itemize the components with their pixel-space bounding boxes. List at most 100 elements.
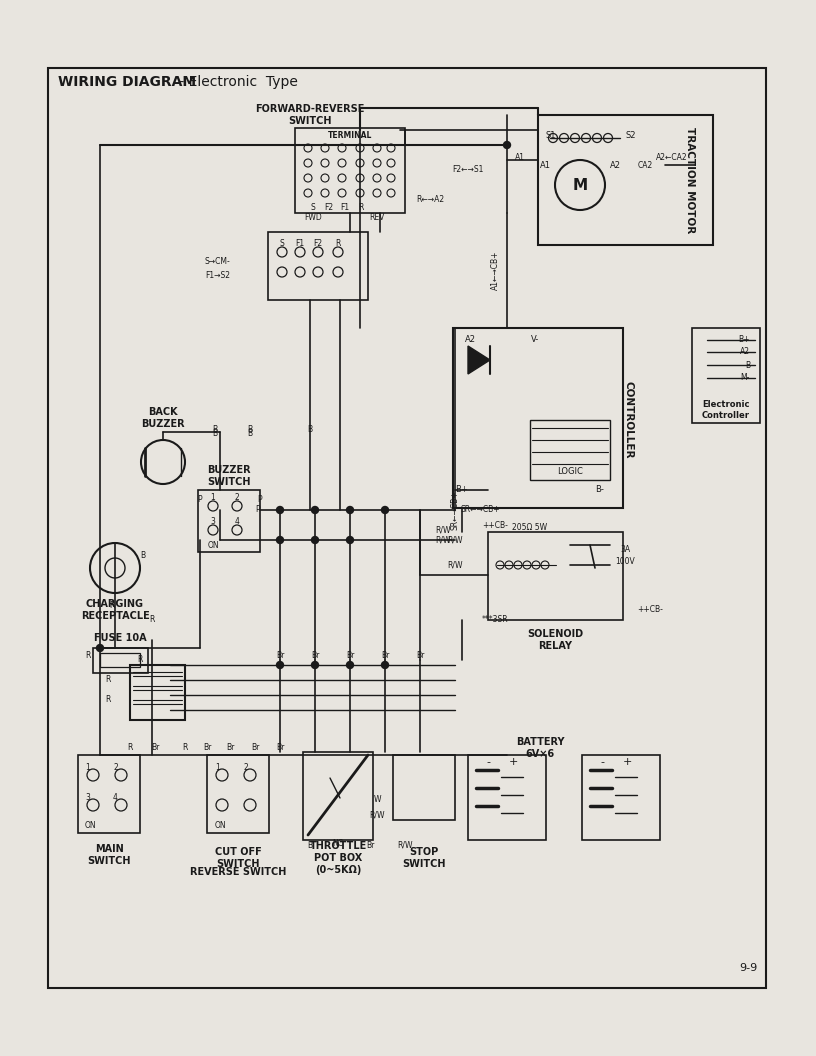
Text: F1: F1 — [340, 204, 349, 212]
Text: S1: S1 — [545, 131, 556, 139]
Text: R: R — [105, 696, 111, 704]
Text: 4: 4 — [113, 793, 118, 803]
Text: FORWARD-REVERSE
SWITCH: FORWARD-REVERSE SWITCH — [255, 105, 365, 126]
Text: R: R — [86, 650, 91, 660]
Bar — [268, 232, 368, 300]
Text: Electronic
Controller: Electronic Controller — [702, 400, 750, 419]
Bar — [48, 68, 766, 988]
Text: FWD: FWD — [304, 213, 322, 223]
Circle shape — [96, 644, 104, 652]
Text: S→CM-: S→CM- — [204, 258, 230, 266]
Text: F1: F1 — [295, 240, 304, 248]
Text: R: R — [182, 743, 188, 753]
Text: S2: S2 — [625, 131, 636, 139]
Bar — [488, 532, 623, 620]
Text: Br: Br — [381, 650, 389, 660]
Text: R/W: R/W — [435, 526, 450, 534]
Text: REVERSE SWITCH: REVERSE SWITCH — [190, 867, 286, 876]
Text: ++CB-: ++CB- — [637, 605, 663, 615]
Circle shape — [382, 507, 388, 513]
Bar — [295, 128, 405, 213]
Text: A2: A2 — [464, 336, 476, 344]
Bar — [393, 755, 455, 821]
Bar — [93, 648, 148, 673]
Text: TERMINAL: TERMINAL — [328, 132, 372, 140]
Text: 3A: 3A — [620, 546, 630, 554]
Text: REV: REV — [370, 213, 384, 223]
Circle shape — [312, 661, 318, 668]
Text: A2: A2 — [740, 347, 750, 357]
Text: SR←→CB+: SR←→CB+ — [450, 490, 459, 530]
Bar — [468, 755, 546, 840]
Text: B: B — [140, 550, 145, 560]
Text: Br: Br — [366, 841, 375, 849]
Text: B: B — [745, 360, 750, 370]
Text: LOGIC: LOGIC — [557, 468, 583, 476]
Text: Br: Br — [276, 650, 284, 660]
Text: B: B — [247, 426, 253, 434]
Text: A1: A1 — [515, 153, 525, 163]
Text: Br: Br — [251, 743, 259, 753]
Circle shape — [503, 142, 511, 149]
Circle shape — [347, 661, 353, 668]
Text: ***3SR: ***3SR — [481, 616, 508, 624]
Text: CHARGING
RECEPTACLE: CHARGING RECEPTACLE — [81, 599, 149, 621]
Text: ON: ON — [215, 821, 227, 830]
Text: 2: 2 — [113, 763, 118, 773]
Text: THROTTLE
POT BOX
(0~5KΩ): THROTTLE POT BOX (0~5KΩ) — [309, 842, 366, 874]
Text: Br: Br — [276, 743, 284, 753]
Text: B: B — [247, 430, 253, 438]
Text: NC: NC — [332, 838, 344, 848]
Bar — [78, 755, 140, 833]
Text: -: - — [486, 757, 490, 767]
Text: SOLENOID
RELAY: SOLENOID RELAY — [527, 629, 583, 650]
Bar — [530, 420, 610, 480]
Text: B: B — [212, 426, 218, 434]
Text: MAIN
SWITCH: MAIN SWITCH — [87, 844, 131, 866]
Circle shape — [277, 536, 283, 544]
Text: -: - — [600, 757, 604, 767]
Text: CONTROLLER: CONTROLLER — [623, 381, 633, 458]
Text: R/W: R/W — [435, 535, 450, 545]
Text: ++CB-: ++CB- — [482, 521, 508, 529]
Text: F2: F2 — [325, 204, 334, 212]
Text: R: R — [137, 656, 143, 664]
Bar — [692, 328, 760, 423]
Circle shape — [347, 536, 353, 544]
Bar — [582, 755, 660, 840]
Text: TRACTION MOTOR: TRACTION MOTOR — [685, 127, 695, 233]
Bar — [100, 653, 140, 667]
Text: 3: 3 — [211, 517, 215, 527]
Text: B+: B+ — [455, 486, 468, 494]
Text: R: R — [358, 204, 364, 212]
Text: ON: ON — [207, 541, 219, 549]
Text: Br: Br — [226, 743, 234, 753]
Text: BATTERY
6V×6: BATTERY 6V×6 — [516, 737, 564, 759]
Bar — [198, 490, 260, 552]
Text: Br: Br — [346, 650, 354, 660]
Bar — [538, 115, 713, 245]
Text: BACK
BUZZER: BACK BUZZER — [141, 408, 184, 429]
Text: 4: 4 — [234, 517, 239, 527]
Text: CUT OFF
SWITCH: CUT OFF SWITCH — [215, 847, 261, 869]
Text: Br: Br — [416, 650, 424, 660]
Text: B+: B+ — [738, 336, 750, 344]
Text: FUSE 10A: FUSE 10A — [94, 633, 146, 643]
Text: R←→A2: R←→A2 — [416, 195, 444, 205]
Text: - Electronic  Type: - Electronic Type — [175, 75, 298, 89]
Text: V-: V- — [531, 336, 539, 344]
Text: F2←→S1: F2←→S1 — [452, 166, 484, 174]
Text: A2: A2 — [610, 161, 620, 170]
Text: A2←CA2: A2←CA2 — [656, 152, 688, 162]
Text: M-: M- — [741, 374, 750, 382]
Text: 1: 1 — [211, 493, 215, 503]
Text: R: R — [335, 240, 341, 248]
Text: ON: ON — [85, 821, 96, 830]
Text: B: B — [308, 426, 313, 434]
Bar — [207, 755, 269, 833]
Text: +: + — [623, 757, 632, 767]
Text: A1←→CB+: A1←→CB+ — [490, 250, 499, 289]
Text: M: M — [573, 177, 588, 192]
Text: Br: Br — [151, 743, 159, 753]
Text: 100V: 100V — [615, 558, 635, 566]
